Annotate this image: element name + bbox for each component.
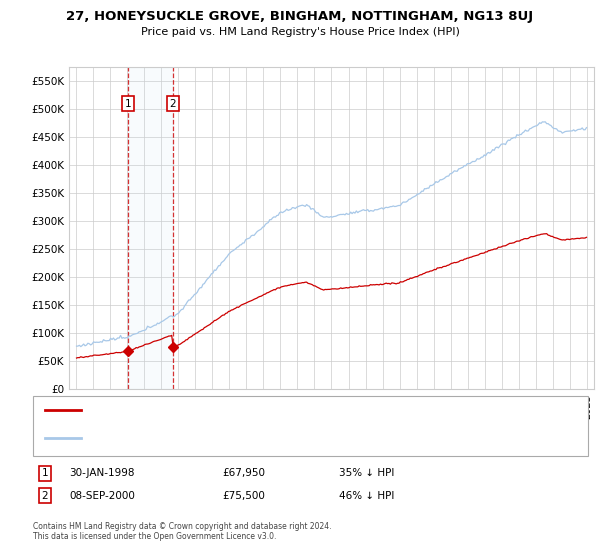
Text: 2: 2 <box>169 99 176 109</box>
Text: £67,950: £67,950 <box>222 468 265 478</box>
Text: 35% ↓ HPI: 35% ↓ HPI <box>339 468 394 478</box>
Bar <box>128 67 173 389</box>
Text: 27, HONEYSUCKLE GROVE, BINGHAM, NOTTINGHAM, NG13 8UJ (detached house): 27, HONEYSUCKLE GROVE, BINGHAM, NOTTINGH… <box>87 406 452 415</box>
Text: Contains HM Land Registry data © Crown copyright and database right 2024.
This d: Contains HM Land Registry data © Crown c… <box>33 522 331 542</box>
Text: £75,500: £75,500 <box>222 491 265 501</box>
Text: 2: 2 <box>41 491 49 501</box>
Text: HPI: Average price, detached house, Rushcliffe: HPI: Average price, detached house, Rush… <box>87 433 299 442</box>
Text: 1: 1 <box>125 99 131 109</box>
Text: Price paid vs. HM Land Registry's House Price Index (HPI): Price paid vs. HM Land Registry's House … <box>140 27 460 37</box>
Text: 27, HONEYSUCKLE GROVE, BINGHAM, NOTTINGHAM, NG13 8UJ: 27, HONEYSUCKLE GROVE, BINGHAM, NOTTINGH… <box>67 10 533 23</box>
Text: 30-JAN-1998: 30-JAN-1998 <box>69 468 134 478</box>
Text: 1: 1 <box>41 468 49 478</box>
Text: 08-SEP-2000: 08-SEP-2000 <box>69 491 135 501</box>
Text: 46% ↓ HPI: 46% ↓ HPI <box>339 491 394 501</box>
